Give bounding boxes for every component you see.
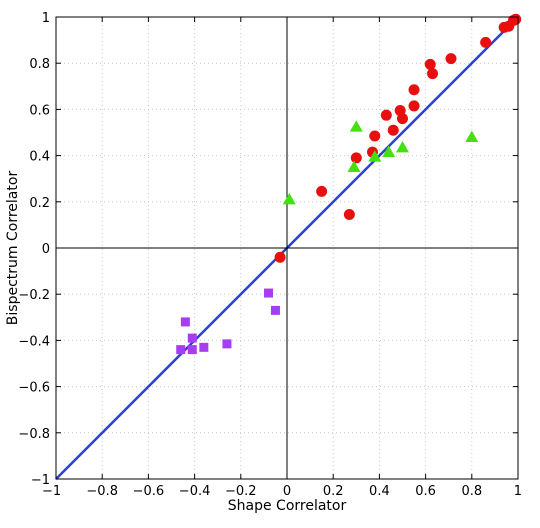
- axis-ticks: −1 −0.8 −0.6 −0.4 −0.2 0 0.2 0.4 0.6 0.8 1 −1 −0.8 −0…: [18, 11, 522, 499]
- data-point-circle: [350, 152, 362, 164]
- y-tick-label: 0.8: [29, 57, 50, 72]
- x-tick-label: −0.4: [179, 484, 211, 499]
- x-tick-label: −1: [42, 484, 61, 499]
- data-point-triangle: [396, 141, 409, 153]
- data-point-square: [222, 339, 232, 349]
- data-point-circle: [445, 53, 457, 65]
- y-tick-label: 0: [42, 242, 50, 257]
- data-point-square: [176, 345, 186, 355]
- y-tick-label: −0.4: [18, 334, 50, 349]
- y-tick-label: −0.2: [18, 288, 50, 303]
- y-tick-label: 1: [42, 11, 50, 26]
- data-point-square: [264, 288, 274, 298]
- data-point-circle: [380, 109, 392, 121]
- data-markers: [176, 13, 522, 355]
- x-tick-label: 0.4: [369, 484, 390, 499]
- data-point-circle: [408, 84, 420, 96]
- x-axis-label: Shape Correlator: [228, 498, 347, 514]
- data-point-circle: [408, 100, 420, 112]
- x-tick-label: 0.2: [323, 484, 344, 499]
- x-tick-label: 0.6: [415, 484, 436, 499]
- x-tick-label: 0.8: [461, 484, 482, 499]
- data-point-triangle: [382, 145, 396, 158]
- y-tick-label: −1: [31, 473, 50, 488]
- data-point-circle: [316, 185, 328, 197]
- reference-lines: [55, 16, 519, 480]
- data-point-triangle: [347, 160, 361, 173]
- data-point-triangle: [282, 192, 296, 205]
- x-tick-label: 1: [514, 484, 522, 499]
- x-tick-label: −0.8: [86, 484, 118, 499]
- y-tick-label: 0.6: [29, 103, 50, 118]
- y-tick-label: −0.8: [18, 427, 50, 442]
- data-point-triangle: [465, 130, 479, 142]
- data-point-square: [199, 342, 209, 352]
- data-point-square: [187, 333, 197, 343]
- data-point-circle: [480, 36, 492, 48]
- data-point-circle: [369, 130, 381, 142]
- y-tick-label: −0.6: [18, 381, 50, 396]
- data-point-circle: [343, 209, 355, 221]
- data-point-triangle: [368, 150, 382, 162]
- x-tick-label: −0.2: [225, 484, 257, 499]
- x-tick-label: 0: [283, 484, 291, 499]
- data-point-triangle: [349, 120, 363, 132]
- y-tick-label: 0.4: [29, 150, 50, 165]
- data-point-square: [180, 317, 190, 327]
- data-point-square: [270, 305, 280, 315]
- y-tick-label: 0.2: [29, 196, 50, 211]
- data-point-circle: [427, 68, 439, 80]
- y-axis-label: Bispectrum Correlator: [5, 171, 21, 326]
- data-point-circle: [397, 113, 408, 125]
- data-point-square: [187, 345, 197, 355]
- data-point-circle: [387, 124, 399, 136]
- x-tick-label: −0.6: [133, 484, 165, 499]
- data-point-circle: [424, 58, 436, 70]
- data-point-circle: [510, 13, 522, 25]
- data-point-circle: [274, 251, 286, 263]
